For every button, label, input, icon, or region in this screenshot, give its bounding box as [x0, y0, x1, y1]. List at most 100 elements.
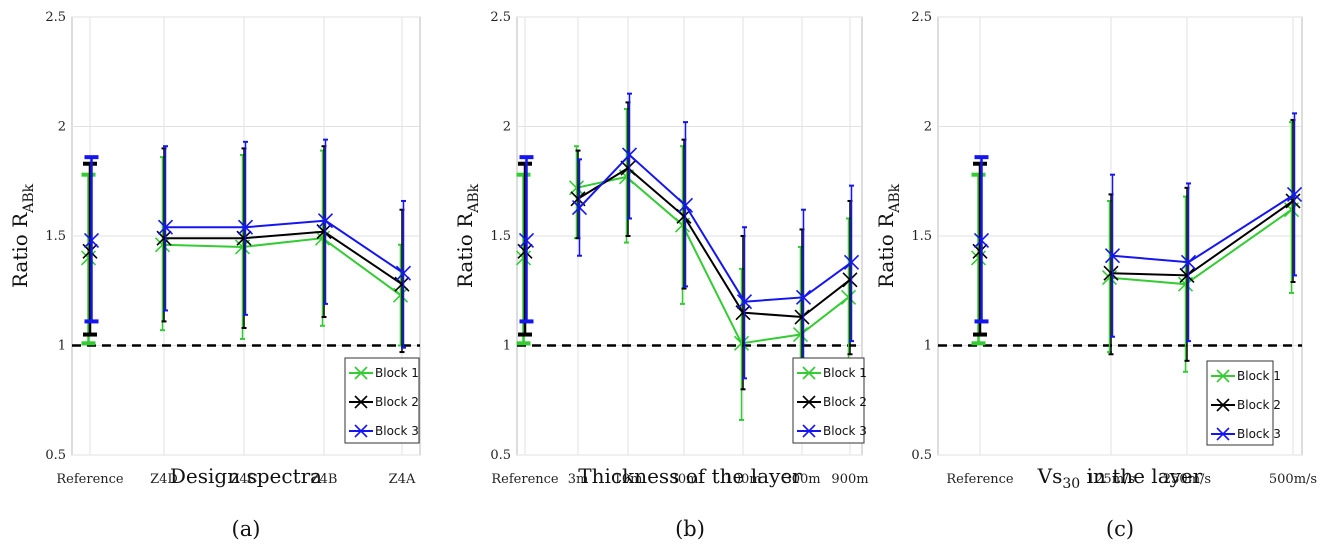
- y-tick-label: 2: [924, 120, 932, 135]
- data-point: [157, 219, 174, 235]
- data-point: [237, 219, 254, 235]
- series-line: [164, 230, 403, 286]
- y-tick-label: 1.5: [45, 229, 66, 244]
- data-point: [317, 213, 334, 229]
- data-point: [794, 309, 810, 325]
- legend-marker: [354, 424, 368, 438]
- x-tick-label: 10m: [614, 472, 643, 487]
- x-tick-label: 300m: [783, 472, 820, 487]
- y-tick-label: 1.5: [490, 229, 511, 244]
- legend-item: Block 3: [1211, 427, 1281, 441]
- series-line: [162, 237, 402, 296]
- data-point: [1179, 267, 1195, 283]
- x-axis-label: Design spectra: [170, 464, 322, 488]
- legend-marker: [1216, 427, 1230, 441]
- x-tick-label: Z4B: [311, 472, 338, 487]
- data-point: [733, 335, 750, 351]
- data-point: [1103, 265, 1119, 281]
- x-tick-label: 100m: [724, 472, 761, 487]
- series-3: [518, 92, 860, 380]
- x-tick-label: 30m: [670, 472, 699, 487]
- series-2: [517, 101, 858, 391]
- data-point: [840, 289, 857, 305]
- y-axis-label: Ratio RABk: [874, 183, 903, 288]
- panel-label: (a): [232, 517, 261, 541]
- data-point: [620, 160, 636, 176]
- y-tick-label: 2.5: [45, 10, 66, 25]
- x-axis-label: Thickness of the layer: [578, 464, 802, 488]
- legend-label: Block 2: [1237, 398, 1281, 412]
- legend-item: Block 2: [797, 395, 867, 409]
- legend-label: Block 1: [375, 366, 419, 380]
- legend: Block 1 Block 2 Block 3: [792, 357, 867, 444]
- data-point: [1285, 193, 1301, 209]
- chart-panel-2: 0.5 1 1.5 2 2.5 Reference 3m 10m 30m 100m 300m 900m…: [453, 10, 869, 541]
- legend-label: Block 3: [823, 424, 867, 438]
- chart-panel-3: 0.5 1 1.5 2 2.5 Reference 125m/s 250m/s 500m/s Bl…: [874, 10, 1317, 541]
- x-tick-label: 900m: [831, 472, 868, 487]
- legend-item: Block 3: [797, 424, 867, 438]
- data-point: [154, 237, 171, 253]
- data-point: [970, 250, 987, 266]
- series-line: [578, 153, 853, 303]
- y-axis-label: Ratio RABk: [8, 183, 37, 288]
- x-tick-label: 250m/s: [1163, 472, 1211, 487]
- series-3: [973, 112, 1303, 343]
- series-line: [576, 175, 850, 345]
- x-tick-label: Reference: [56, 472, 124, 487]
- x-tick-label: Reference: [491, 472, 559, 487]
- x-tick-label: 500m/s: [1269, 472, 1317, 487]
- data-point: [677, 197, 694, 213]
- legend-item: Block 1: [797, 366, 867, 380]
- legend: Block 1 Block 2 Block 3: [1206, 360, 1281, 446]
- legend-marker: [802, 395, 816, 409]
- series-line: [1112, 193, 1296, 264]
- legend-label: Block 1: [823, 366, 867, 380]
- y-tick-label: 2.5: [490, 10, 511, 25]
- legend-label: Block 2: [823, 395, 867, 409]
- legend-label: Block 3: [1237, 427, 1281, 441]
- legend-marker: [802, 366, 816, 380]
- legend-marker: [1216, 369, 1230, 383]
- panel-label: (b): [675, 517, 705, 541]
- legend-item: Block 1: [349, 366, 419, 380]
- data-point: [395, 265, 412, 281]
- panel-label: (c): [1106, 517, 1134, 541]
- data-point: [621, 147, 638, 163]
- legend-label: Block 2: [375, 395, 419, 409]
- legend-item: Block 2: [1211, 398, 1281, 412]
- data-point: [843, 254, 860, 270]
- legend-marker: [802, 424, 816, 438]
- y-tick-label: 0.5: [490, 448, 511, 463]
- y-tick-label: 1: [503, 339, 511, 354]
- y-tick-label: 1: [924, 339, 932, 354]
- legend-item: Block 2: [349, 395, 419, 409]
- data-point: [83, 232, 100, 248]
- series-2: [972, 118, 1301, 362]
- data-point: [571, 199, 588, 216]
- y-tick-label: 0.5: [45, 448, 66, 463]
- data-point: [795, 289, 812, 305]
- y-tick-label: 2: [58, 120, 66, 135]
- series-line: [577, 166, 851, 319]
- x-tick-label: 125m/s: [1087, 472, 1135, 487]
- data-point: [518, 232, 535, 248]
- data-point: [1180, 254, 1197, 270]
- data-point: [842, 272, 858, 288]
- legend-marker: [354, 366, 368, 380]
- series-2: [82, 145, 410, 354]
- data-point: [736, 294, 753, 310]
- y-tick-label: 0.5: [911, 448, 932, 463]
- legend-item: Block 1: [1211, 369, 1281, 383]
- x-tick-label: Z4D: [150, 472, 178, 487]
- x-axis-label: Vs30 in the layer: [1037, 464, 1203, 492]
- legend-marker: [1216, 398, 1230, 412]
- data-point: [973, 232, 990, 248]
- data-point: [1104, 248, 1121, 264]
- legend-label: Block 1: [1237, 369, 1281, 383]
- x-tick-label: 3m: [568, 472, 589, 487]
- data-point: [80, 250, 97, 266]
- data-point: [515, 250, 532, 266]
